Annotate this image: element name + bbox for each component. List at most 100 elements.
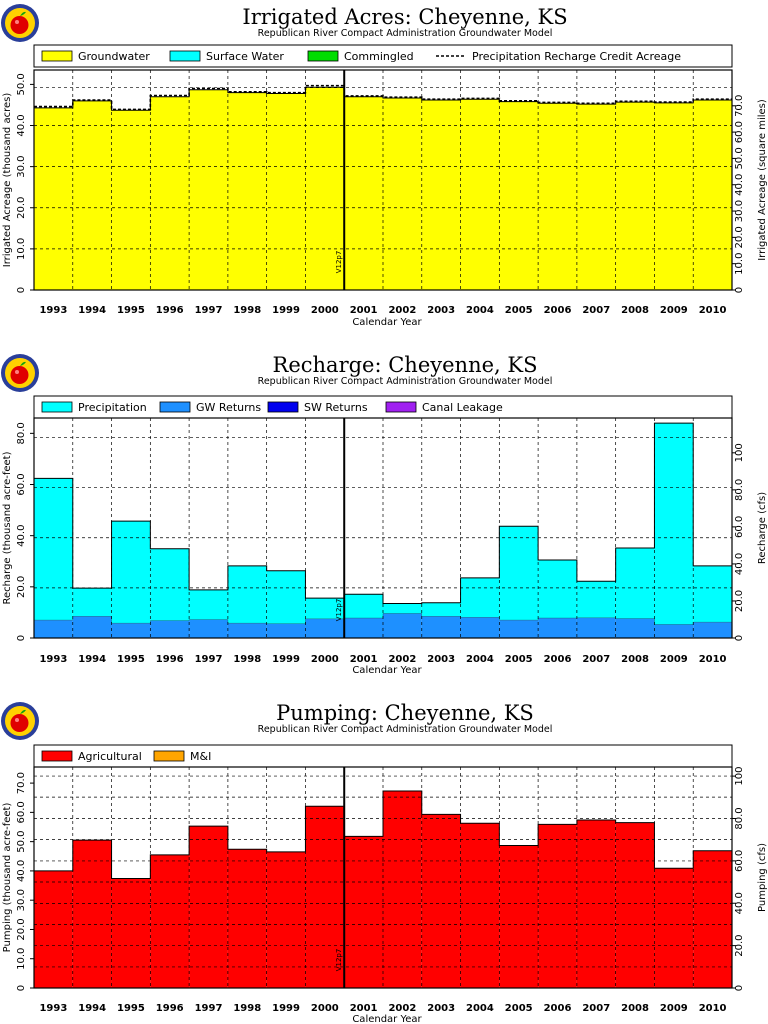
bar-gw-returns [460, 617, 500, 638]
bar-agricultural [538, 824, 577, 988]
bar-groundwater [538, 103, 577, 290]
bar-agricultural [305, 806, 345, 988]
legend-swatch [41, 50, 73, 62]
bar-gw-returns [615, 618, 655, 638]
x-tick-label: 2002 [388, 1003, 416, 1014]
bar-groundwater [111, 110, 151, 290]
x-tick-label: 1997 [195, 305, 223, 316]
bar-gw-returns [266, 623, 306, 638]
legend-label: Agricultural [78, 750, 142, 763]
chart-title: Pumping: Cheyenne, KS [276, 701, 534, 725]
y-tick-label: 60.0 [16, 801, 27, 823]
y-tick-label: 0 [16, 635, 27, 641]
bar-precipitation [421, 602, 461, 617]
bar-groundwater [34, 107, 73, 290]
y2-tick-label: 50.0 [734, 147, 745, 169]
bar-groundwater [383, 97, 422, 290]
chart-subtitle: Republican River Compact Administration … [258, 724, 553, 735]
y2-tick-label: 100 [734, 767, 745, 786]
x-tick-label: 2007 [582, 654, 610, 665]
x-tick-label: 2000 [311, 654, 339, 665]
y2-tick-label: 30.0 [734, 200, 745, 222]
x-tick-label: 1998 [233, 1003, 261, 1014]
legend-label: Groundwater [78, 50, 150, 63]
bar-precipitation [576, 581, 616, 618]
bar-precipitation [344, 594, 383, 619]
bar-agricultural [693, 850, 732, 988]
version-marker-label: V12p7 [335, 599, 343, 622]
x-tick-label: 1999 [272, 654, 300, 665]
y2-tick-label: 20.0 [734, 590, 745, 612]
bar-gw-returns [421, 616, 461, 638]
x-tick-label: 2006 [544, 654, 572, 665]
x-tick-label: 1995 [117, 305, 145, 316]
bar-agricultural [460, 823, 500, 988]
y-tick-label: 20.0 [16, 576, 27, 598]
bar-precipitation [150, 548, 190, 621]
legend-swatch [41, 750, 73, 762]
legend-swatch [159, 401, 191, 413]
bar-precipitation [693, 565, 732, 623]
chart-subtitle: Republican River Compact Administration … [258, 28, 553, 39]
x-tick-label: 1994 [78, 654, 106, 665]
x-tick-label: 2010 [699, 305, 727, 316]
y2-tick-label: 80.0 [734, 479, 745, 501]
bar-groundwater [189, 89, 228, 291]
y2-axis-label: Irrigated Acreage (square miles) [757, 99, 768, 261]
x-tick-label: 2004 [466, 1003, 494, 1014]
y2-tick-label: 40.0 [734, 174, 745, 196]
y2-tick-label: 0 [734, 985, 745, 991]
panel-pumping: Pumping: Cheyenne, KS Republican River C… [1, 701, 768, 1024]
apple-logo [1, 702, 39, 740]
x-tick-label: 2005 [505, 1003, 533, 1014]
x-axis-label: Calendar Year [352, 1014, 422, 1024]
x-tick-label: 1993 [39, 305, 67, 316]
plot-area: Precipitation GW Returns SW Returns Canal L… [2, 395, 768, 676]
y-tick-label: 30.0 [16, 156, 27, 178]
y2-tick-label: 0 [734, 287, 745, 293]
x-tick-label: 1999 [272, 1003, 300, 1014]
bar-agricultural [576, 819, 616, 988]
bar-precipitation [654, 423, 694, 625]
y-axis-label: Recharge (thousand acre-feet) [2, 451, 13, 604]
bar-precipitation [72, 588, 112, 617]
axes-frame [33, 417, 733, 639]
bar-groundwater [693, 100, 732, 290]
y2-tick-label: 100 [734, 443, 745, 462]
legend-label: M&I [190, 750, 211, 763]
bar-precipitation [499, 526, 539, 621]
axes-frame [33, 766, 733, 989]
panel-recharge: Recharge: Cheyenne, KS Republican River … [1, 353, 768, 676]
legend-label: Surface Water [206, 50, 284, 63]
x-tick-label: 1994 [78, 1003, 106, 1014]
x-tick-label: 2007 [582, 305, 610, 316]
bar-precipitation [266, 570, 306, 624]
bar-agricultural [344, 836, 383, 988]
bar-precipitation [111, 521, 151, 624]
x-tick-label: 1997 [195, 1003, 223, 1014]
bar-groundwater [499, 101, 539, 291]
x-tick-label: 1997 [195, 654, 223, 665]
x-tick-label: 2007 [582, 1003, 610, 1014]
y2-tick-label: 0 [734, 635, 745, 641]
bar-groundwater [72, 100, 112, 290]
x-tick-label: 2004 [466, 305, 494, 316]
legend-swatch [169, 50, 201, 62]
bar-agricultural [654, 868, 694, 988]
bar-agricultural [266, 851, 306, 988]
bar-precipitation [460, 577, 500, 618]
x-tick-label: 2001 [350, 305, 378, 316]
y2-axis-label: Pumping (cfs) [757, 843, 768, 912]
y-tick-label: 40.0 [16, 860, 27, 882]
x-tick-label: 1996 [156, 305, 184, 316]
bar-agricultural [111, 878, 151, 988]
x-tick-label: 2001 [350, 654, 378, 665]
y-axis-label: Pumping (thousand acre-feet) [2, 803, 13, 953]
bar-gw-returns [576, 617, 616, 638]
y-tick-label: 30.0 [16, 889, 27, 911]
bar-agricultural [615, 822, 655, 988]
chart-subtitle: Republican River Compact Administration … [258, 376, 553, 387]
bar-gw-returns [344, 618, 383, 638]
bar-gw-returns [499, 620, 539, 638]
x-tick-label: 2009 [660, 1003, 688, 1014]
